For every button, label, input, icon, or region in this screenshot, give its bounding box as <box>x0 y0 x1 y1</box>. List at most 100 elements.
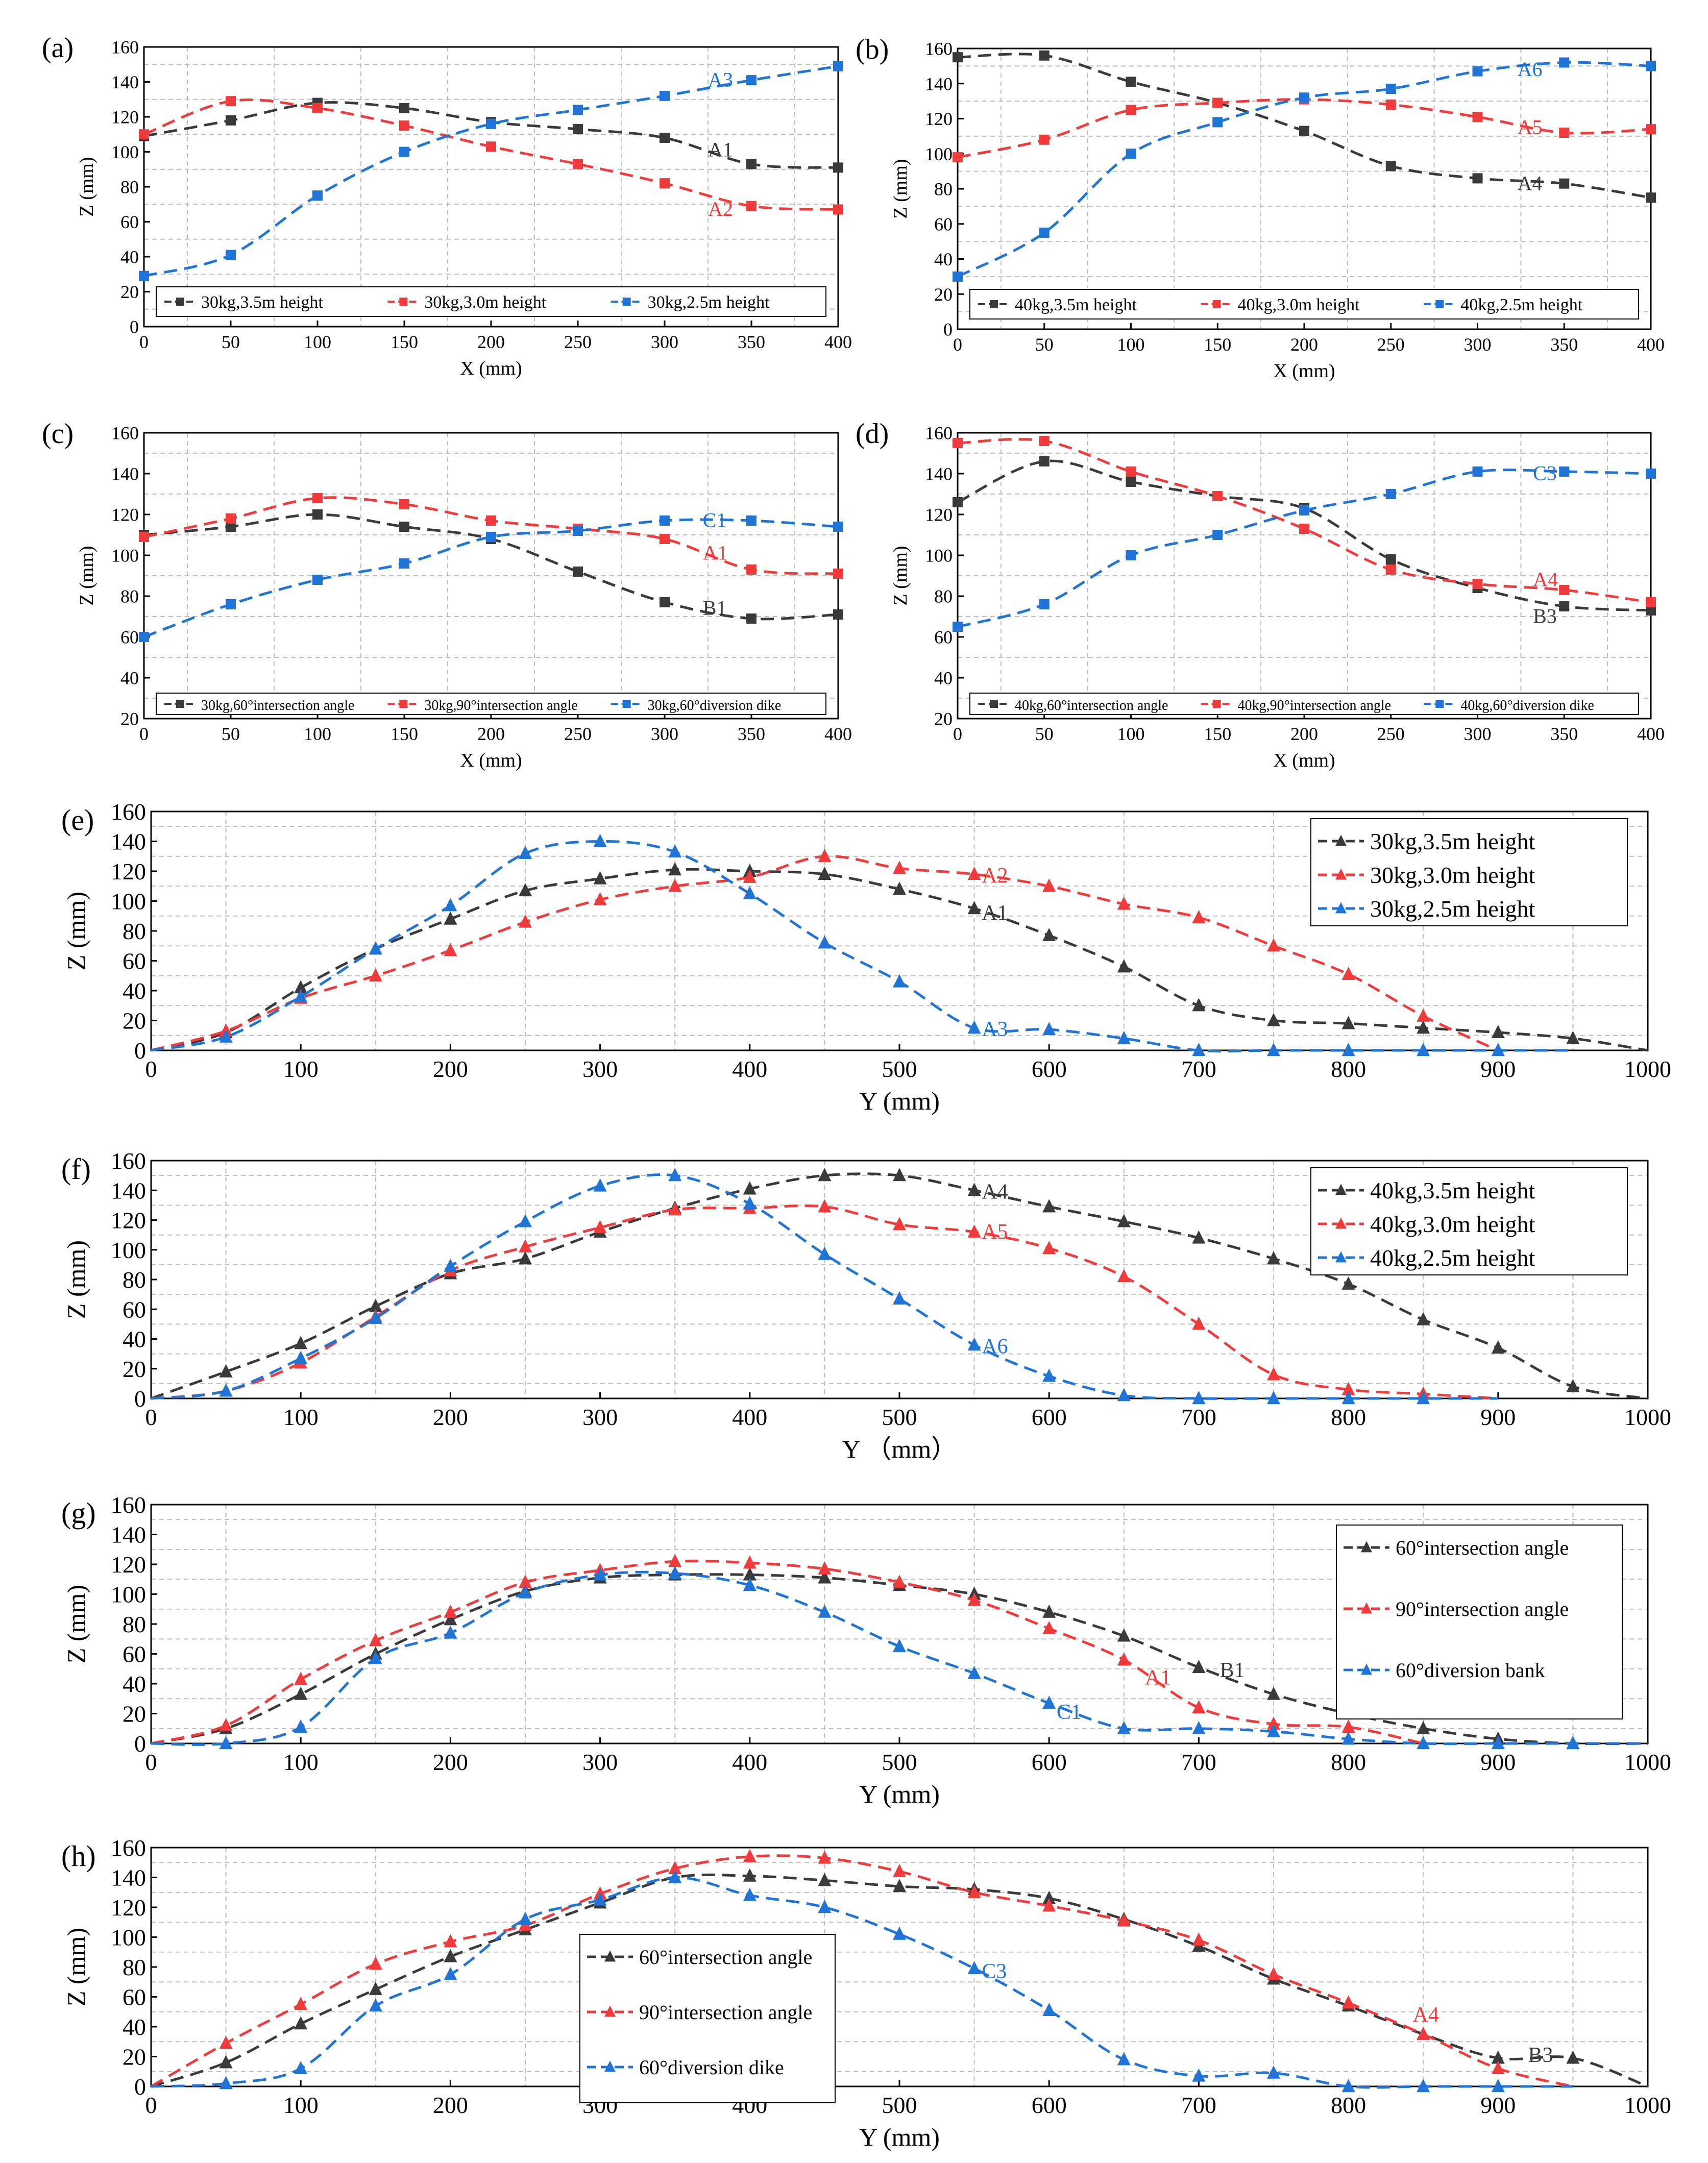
y-tick-label: 40 <box>120 668 139 689</box>
y-axis-label: Z (mm) <box>62 1928 90 2006</box>
data-point <box>1341 1995 1355 2009</box>
y-tick-label: 20 <box>123 2044 146 2070</box>
chart-panel: 0 100 200 300 400 500 600 700 800 900 1000 0 20 40 60 8… <box>61 1492 1671 1808</box>
x-axis-label: Y (mm) <box>859 1087 940 1115</box>
legend-label: 90°intersection angle <box>1396 1597 1569 1620</box>
data-point <box>486 515 496 526</box>
y-tick-label: 100 <box>111 1925 146 1951</box>
data-point <box>1385 554 1396 564</box>
y-tick-label: 40 <box>934 249 953 269</box>
chart-panel: 0 50 100 150 200 250 300 350 400 20 40 60 80 100 120 14… <box>856 418 1665 771</box>
data-point <box>1385 161 1396 171</box>
panel-label: (a) <box>42 32 74 64</box>
y-tick-label: 120 <box>111 858 146 884</box>
x-tick-label: 0 <box>145 1749 157 1775</box>
series-line <box>151 1876 1573 2089</box>
legend-label: 40kg,2.5m height <box>1370 1245 1535 1271</box>
y-tick-label: 60 <box>120 212 139 232</box>
legend-box <box>579 1934 836 2103</box>
legend-marker <box>604 2005 616 2017</box>
data-point <box>593 1178 607 1192</box>
data-point <box>369 968 382 981</box>
data-point <box>369 1310 382 1324</box>
x-tick-label: 900 <box>1480 1056 1516 1082</box>
y-tick-label: 80 <box>123 918 146 944</box>
series-annotation: A6 <box>982 1335 1008 1358</box>
data-point <box>1039 599 1050 609</box>
data-point <box>1039 456 1050 466</box>
x-tick-label: 900 <box>1480 2092 1516 2118</box>
data-point <box>1417 1736 1430 1750</box>
data-point <box>1267 1967 1280 1980</box>
y-tick-label: 80 <box>123 1611 146 1637</box>
data-point <box>1491 1736 1505 1750</box>
data-point <box>660 178 670 189</box>
data-point <box>1042 1022 1056 1036</box>
data-point <box>369 1956 382 1970</box>
y-tick-label: 60 <box>123 948 146 974</box>
data-point <box>369 1298 382 1312</box>
data-point <box>1385 84 1396 94</box>
x-tick-label: 250 <box>1377 334 1405 355</box>
legend-label: 60°diversion dike <box>639 2056 784 2079</box>
data-point <box>1039 227 1050 238</box>
data-point <box>1417 1720 1430 1734</box>
legend-label: 40kg,3.0m height <box>1238 296 1360 314</box>
x-tick-label: 200 <box>433 2092 468 2118</box>
data-point <box>1417 2026 1430 2040</box>
data-point <box>1117 1913 1131 1927</box>
data-point <box>833 162 843 173</box>
data-point <box>399 146 409 157</box>
y-tick-label: 100 <box>111 546 139 566</box>
data-point <box>219 2076 233 2090</box>
data-point <box>818 1873 832 1886</box>
legend-label: 40kg,60°diversion dike <box>1460 698 1594 714</box>
x-tick-label: 200 <box>433 1404 468 1430</box>
y-tick-label: 140 <box>111 829 146 855</box>
legend-marker <box>1335 1251 1347 1263</box>
series-annotation: C3 <box>1533 462 1557 485</box>
data-point <box>967 1224 981 1238</box>
x-tick-label: 500 <box>882 2092 917 2118</box>
series-line <box>957 459 1651 612</box>
x-tick-label: 700 <box>1181 2092 1216 2118</box>
data-point <box>1341 1043 1355 1056</box>
data-point <box>573 159 583 169</box>
legend-label: 60°diversion bank <box>1396 1659 1545 1682</box>
x-tick-label: 0 <box>145 1404 157 1430</box>
legend-marker <box>1335 1217 1347 1229</box>
data-point <box>1472 112 1483 122</box>
data-point <box>967 1020 981 1034</box>
data-point <box>519 1251 532 1265</box>
y-tick-label: 140 <box>925 464 953 484</box>
y-tick-label: 80 <box>120 177 139 198</box>
legend-label: 30kg,3.0m height <box>1370 862 1535 888</box>
data-point <box>593 892 607 905</box>
data-point <box>893 1291 906 1305</box>
y-tick-label: 40 <box>120 247 139 267</box>
data-point <box>399 558 409 569</box>
x-tick-label: 600 <box>1032 1056 1067 1082</box>
legend-marker <box>1335 834 1347 846</box>
x-tick-label: 150 <box>1204 724 1231 744</box>
data-point <box>967 901 981 915</box>
x-tick-label: 400 <box>732 1404 767 1430</box>
x-tick-label: 100 <box>304 332 331 352</box>
data-point <box>1192 1043 1206 1056</box>
y-tick-label: 0 <box>134 1038 146 1064</box>
y-tick-label: 160 <box>925 423 953 444</box>
x-tick-label: 1000 <box>1624 2092 1671 2118</box>
data-point <box>1267 2065 1280 2079</box>
x-tick-label: 800 <box>1331 1404 1366 1430</box>
series-annotation: A5 <box>1518 115 1543 138</box>
x-tick-label: 600 <box>1032 2092 1067 2118</box>
data-point <box>1646 469 1656 479</box>
data-point <box>893 1879 906 1892</box>
data-point <box>893 1639 906 1652</box>
data-point <box>893 1863 906 1877</box>
data-point <box>1417 1043 1430 1056</box>
data-point <box>1267 1724 1280 1737</box>
y-tick-label: 60 <box>934 214 953 234</box>
data-point <box>1566 2050 1580 2064</box>
panel-label: (f) <box>61 1152 91 1186</box>
